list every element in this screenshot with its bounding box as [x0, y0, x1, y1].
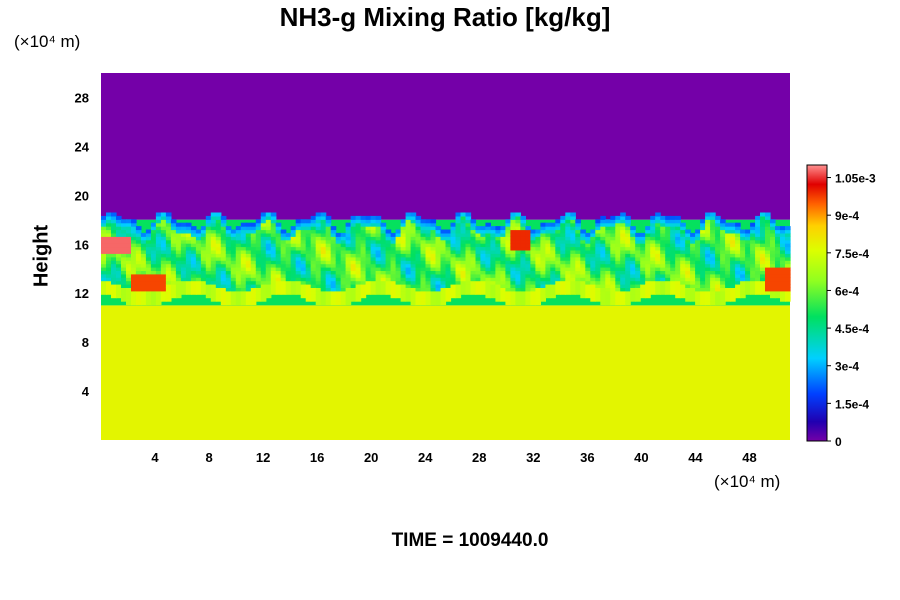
heatmap-field	[101, 73, 791, 440]
colorbar-tick-label: 0	[835, 435, 842, 449]
x-axis-ticks: 4 8 12 16 20 24 28 32 36 40 44 48	[151, 450, 756, 465]
colorbar	[806, 164, 828, 442]
x-tick-label: 28	[472, 450, 486, 465]
x-tick-label: 40	[634, 450, 648, 465]
colorbar-tick-label: 3e-4	[835, 360, 859, 374]
x-tick-label: 36	[580, 450, 594, 465]
x-tick-label: 8	[205, 450, 212, 465]
colorbar-tick-label: 1.5e-4	[835, 397, 869, 411]
x-tick-label: 16	[310, 450, 324, 465]
heatmap-region-lower	[101, 305, 790, 440]
x-tick-label: 32	[526, 450, 540, 465]
x-tick-label: 48	[742, 450, 756, 465]
x-tick-label: 20	[364, 450, 378, 465]
heatmap-region-upper	[101, 73, 790, 220]
chart-title: NH3-g Mixing Ratio [kg/kg]	[279, 2, 611, 32]
x-tick-label: 12	[256, 450, 270, 465]
x-tick-label: 44	[688, 450, 703, 465]
y-tick-label: 28	[75, 90, 89, 105]
y-axis-ticks: 4 8 12 16 20 24 28	[75, 90, 90, 399]
y-axis-unit: (×10⁴ m)	[14, 32, 81, 51]
y-tick-label: 16	[75, 237, 89, 252]
colorbar-tick-label: 1.05e-3	[835, 172, 876, 186]
y-tick-label: 8	[82, 335, 89, 350]
colorbar-tick-label: 4.5e-4	[835, 322, 869, 336]
y-tick-label: 12	[75, 286, 89, 301]
x-tick-label: 4	[151, 450, 159, 465]
time-label: TIME = 1009440.0	[391, 530, 549, 551]
y-tick-label: 20	[75, 188, 89, 203]
y-tick-label: 4	[82, 384, 90, 399]
x-axis-unit: (×10⁴ m)	[714, 472, 781, 491]
colorbar-tick-label: 9e-4	[835, 209, 859, 223]
mixing-layer-texture	[101, 212, 791, 306]
x-tick-label: 24	[418, 450, 433, 465]
colorbar-ticks: 0 1.5e-4 3e-4 4.5e-4 6e-4 7.5e-4 9e-4 1.05e-3	[827, 172, 876, 449]
colorbar-tick-label: 6e-4	[835, 284, 859, 298]
y-tick-label: 24	[75, 139, 90, 154]
colorbar-tick-label: 7.5e-4	[835, 247, 869, 261]
